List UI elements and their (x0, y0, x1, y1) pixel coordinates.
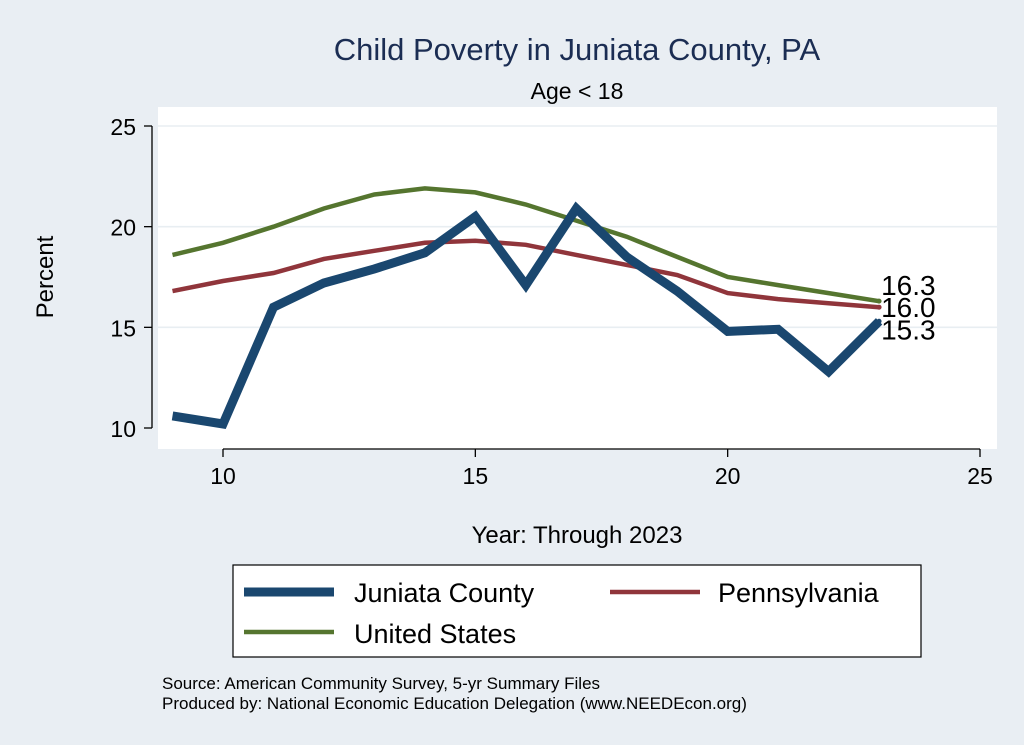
end-label: 16.0 (881, 292, 936, 323)
legend: Juniata County Pennsylvania United State… (232, 564, 922, 658)
end-marker (876, 304, 882, 310)
y-tick-label: 25 (110, 114, 136, 140)
plot-area (158, 107, 997, 449)
end-marker (876, 318, 882, 324)
x-tick-label: 10 (210, 463, 236, 489)
axes: 10 15 20 25 10 15 20 25 (110, 114, 992, 489)
gridlines (158, 125, 997, 329)
y-tick-label: 15 (110, 315, 136, 341)
series-line-united-states (171, 186, 880, 304)
legend-label-pennsylvania: Pennsylvania (718, 578, 880, 608)
end-label: 16.3 (881, 270, 936, 301)
y-axis-title: Percent (32, 235, 59, 318)
chart-subtitle: Age < 18 (531, 78, 624, 104)
y-tick-label: 20 (110, 215, 136, 241)
end-labels: 15.316.016.3 (876, 270, 936, 345)
x-tick-label: 15 (463, 463, 489, 489)
series-line-juniata-county (171, 201, 883, 429)
legend-label-united-states: United States (354, 619, 516, 649)
producer-note: Produced by: National Economic Education… (162, 694, 747, 713)
legend-label-juniata: Juniata County (354, 578, 535, 608)
chart-title: Child Poverty in Juniata County, PA (334, 32, 821, 67)
end-label: 15.3 (881, 314, 936, 345)
legend-box (232, 564, 922, 658)
end-marker (876, 298, 882, 304)
source-note: Source: American Community Survey, 5-yr … (162, 674, 600, 693)
x-tick-label: 25 (967, 463, 993, 489)
series-line-pennsylvania (172, 238, 880, 310)
x-tick-label: 20 (715, 463, 741, 489)
x-axis-title: Year: Through 2023 (472, 522, 683, 549)
y-tick-label: 10 (110, 416, 136, 442)
series-lines (171, 186, 883, 429)
